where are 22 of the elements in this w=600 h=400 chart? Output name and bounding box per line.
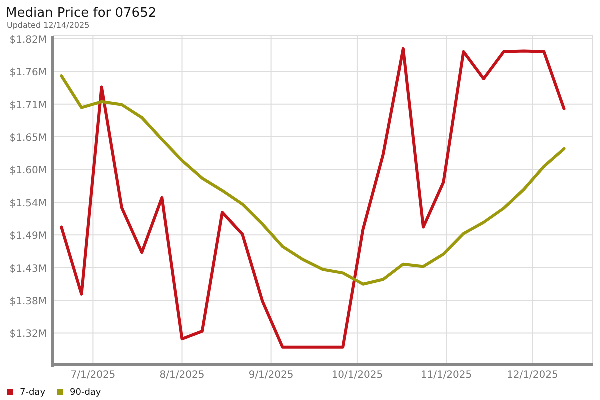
x-tick-label: 11/1/2025 xyxy=(420,370,472,381)
x-tick-label: 8/1/2025 xyxy=(160,370,205,381)
y-tick-label: $1.71M xyxy=(10,100,47,112)
y-tick-label: $1.65M xyxy=(10,133,47,144)
y-tick-label: $1.54M xyxy=(10,198,47,210)
x-tick-label: 9/1/2025 xyxy=(248,370,294,381)
y-tick-label: $1.49M xyxy=(10,231,47,242)
y-tick-label: $1.43M xyxy=(10,264,47,275)
y-tick-label: $1.38M xyxy=(10,296,47,308)
chart-title: Median Price for 07652 xyxy=(6,6,157,21)
x-tick-label: 10/1/2025 xyxy=(332,370,384,381)
legend-label: 90-day xyxy=(70,388,102,398)
line-series xyxy=(60,74,566,286)
line-series xyxy=(60,47,566,349)
y-tick-label: $1.82M xyxy=(10,34,47,46)
y-tick-label: $1.32M xyxy=(10,329,47,340)
chart-subtitle: Updated 12/14/2025 xyxy=(7,21,90,30)
x-tick-label: 12/1/2025 xyxy=(507,370,558,381)
x-tick-label: 7/1/2025 xyxy=(70,370,116,381)
legend-label: 7-day xyxy=(20,388,46,398)
y-tick-label: $1.60M xyxy=(10,166,47,177)
y-tick-label: $1.76M xyxy=(10,68,47,79)
